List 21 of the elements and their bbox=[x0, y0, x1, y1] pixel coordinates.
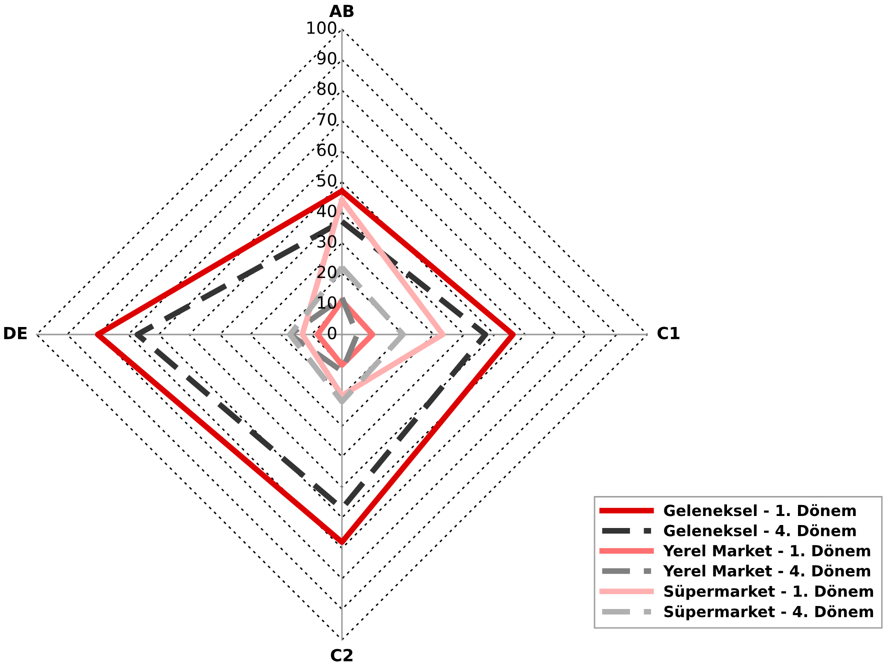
legend-label: Süpermarket - 4. Dönem bbox=[664, 605, 874, 620]
spoke-label: C1 bbox=[658, 326, 680, 340]
y-tick-label: 70 bbox=[318, 113, 336, 126]
y-tick-label: 40 bbox=[316, 204, 336, 218]
spoke-label: C2 bbox=[330, 648, 352, 662]
legend-label: Geleneksel - 1. Dönem bbox=[664, 504, 856, 516]
y-tick-label: 80 bbox=[317, 82, 336, 96]
y-tick-label: 100 bbox=[307, 21, 336, 34]
y-tick-label: 50 bbox=[317, 174, 336, 187]
spoke-label: DE bbox=[4, 326, 27, 340]
y-tick-label: 20 bbox=[317, 266, 336, 278]
y-tick-label: 0 bbox=[328, 326, 336, 340]
legend-label: Yerel Market - 4. Dönem bbox=[663, 564, 870, 577]
y-tick-label: 10 bbox=[318, 296, 336, 309]
legend-label: Süpermarket - 1. Dönem bbox=[664, 584, 874, 600]
y-tick-label: 90 bbox=[317, 52, 336, 65]
spoke-label: AB bbox=[329, 4, 354, 17]
y-tick-label: 60 bbox=[317, 144, 336, 156]
legend-label: Geleneksel - 4. Dönem bbox=[664, 524, 856, 536]
y-tick-label: 30 bbox=[317, 235, 336, 248]
legend-label: Yerel Market - 1. Dönem bbox=[663, 544, 870, 556]
